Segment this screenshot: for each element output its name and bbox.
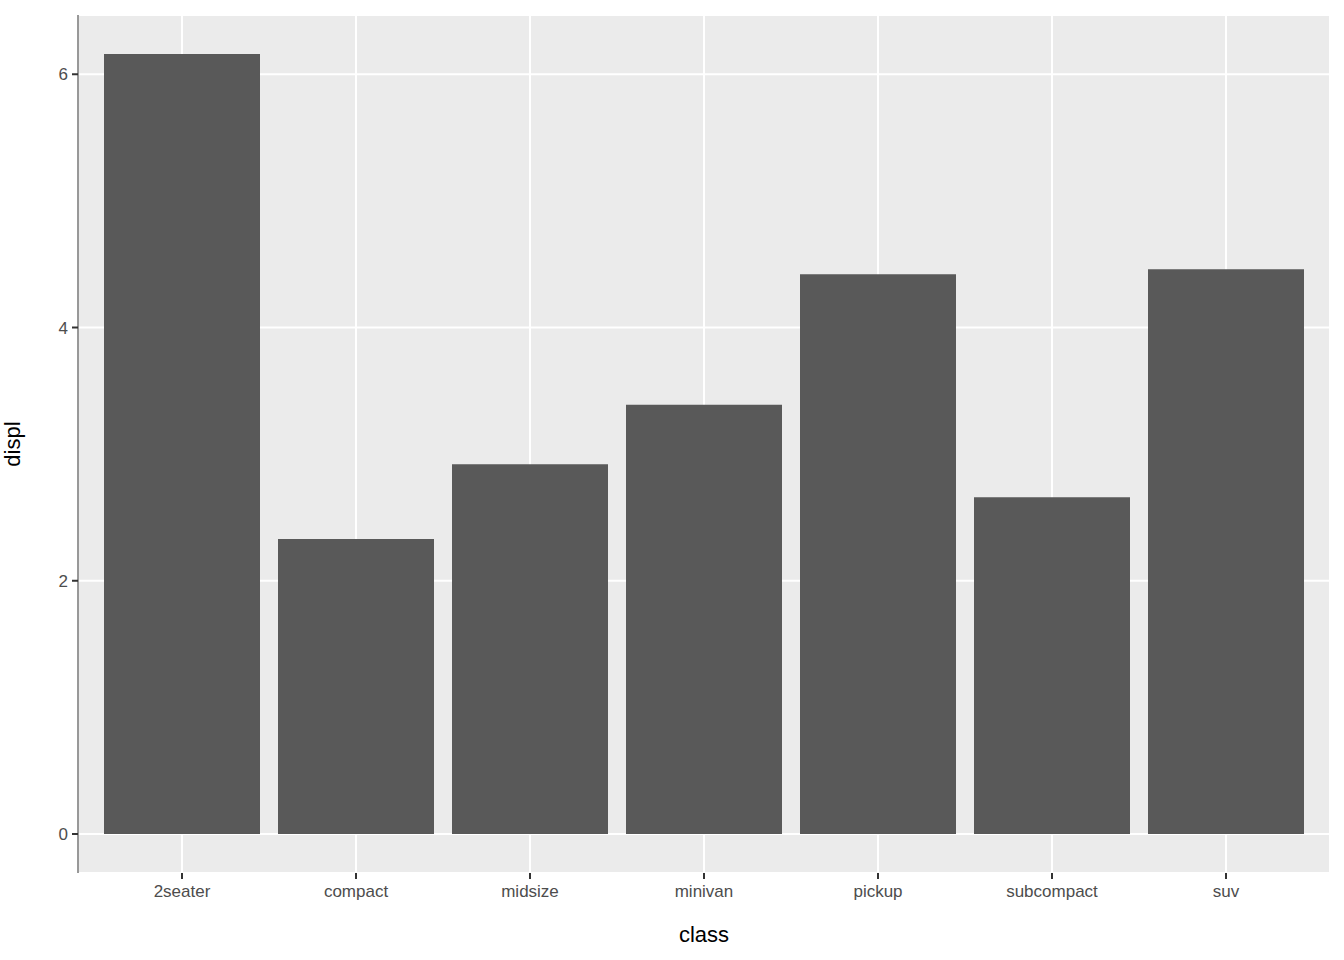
svg-text:displ: displ <box>8 421 25 466</box>
svg-text:suv: suv <box>1213 882 1240 901</box>
svg-text:6: 6 <box>59 65 68 84</box>
svg-text:2seater: 2seater <box>154 882 211 901</box>
svg-text:minivan: minivan <box>675 882 734 901</box>
svg-text:compact: compact <box>324 882 389 901</box>
svg-text:midsize: midsize <box>501 882 559 901</box>
svg-text:class: class <box>679 922 729 947</box>
svg-text:subcompact: subcompact <box>1006 882 1098 901</box>
svg-text:4: 4 <box>59 319 68 338</box>
svg-text:pickup: pickup <box>853 882 902 901</box>
svg-text:2: 2 <box>59 572 68 591</box>
svg-text:0: 0 <box>59 825 68 844</box>
